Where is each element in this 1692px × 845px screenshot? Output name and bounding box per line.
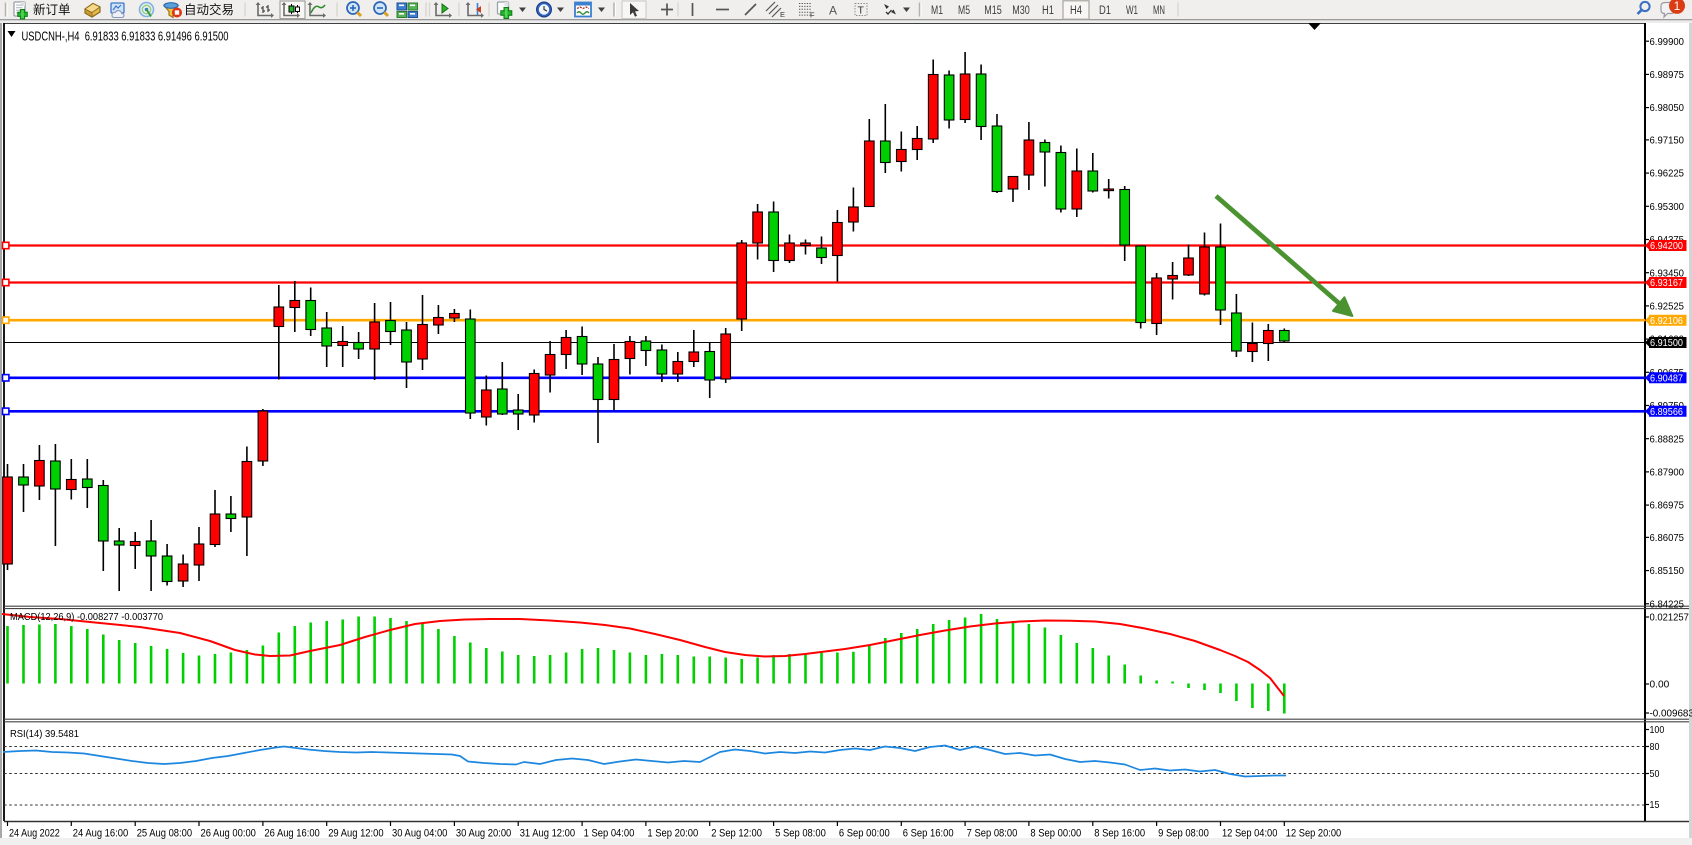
svg-text:MN: MN — [1153, 5, 1165, 17]
svg-text:26 Aug 00:00: 26 Aug 00:00 — [201, 828, 256, 840]
svg-text:D1: D1 — [1099, 5, 1111, 17]
svg-text:M30: M30 — [1012, 5, 1030, 17]
svg-text:100: 100 — [1650, 724, 1665, 736]
svg-text:2 Sep 12:00: 2 Sep 12:00 — [711, 828, 762, 840]
svg-text:H1: H1 — [1042, 5, 1054, 17]
svg-text:6.85150: 6.85150 — [1650, 565, 1685, 577]
svg-text:6.84225: 6.84225 — [1650, 598, 1685, 610]
svg-text:29 Aug 12:00: 29 Aug 12:00 — [328, 828, 383, 840]
svg-text:新订单: 新订单 — [33, 2, 71, 17]
svg-text:6.98975: 6.98975 — [1650, 69, 1685, 81]
svg-text:25 Aug 08:00: 25 Aug 08:00 — [137, 828, 192, 840]
svg-text:6.87900: 6.87900 — [1650, 466, 1685, 478]
svg-text:1: 1 — [1674, 1, 1680, 13]
svg-text:A: A — [829, 4, 837, 18]
svg-text:15: 15 — [1650, 799, 1660, 811]
svg-text:6.91500: 6.91500 — [1650, 337, 1683, 349]
svg-text:6.99900: 6.99900 — [1650, 36, 1685, 48]
svg-text:6.98050: 6.98050 — [1650, 102, 1685, 114]
svg-text:M1: M1 — [931, 5, 943, 17]
svg-text:0.021257: 0.021257 — [1650, 612, 1690, 624]
svg-text:12 Sep 20:00: 12 Sep 20:00 — [1286, 828, 1341, 840]
svg-text:E: E — [780, 10, 785, 19]
svg-text:26 Aug 16:00: 26 Aug 16:00 — [264, 828, 319, 840]
svg-text:6.92525: 6.92525 — [1650, 300, 1685, 312]
svg-text:H4: H4 — [1070, 5, 1082, 17]
svg-text:F: F — [810, 11, 815, 20]
svg-text:M5: M5 — [958, 5, 970, 17]
svg-text:8 Sep 16:00: 8 Sep 16:00 — [1094, 828, 1145, 840]
svg-text:0.00: 0.00 — [1650, 679, 1670, 691]
svg-text:24 Aug 2022: 24 Aug 2022 — [9, 828, 60, 840]
svg-text:8 Sep 00:00: 8 Sep 00:00 — [1030, 828, 1081, 840]
svg-text:30 Aug 04:00: 30 Aug 04:00 — [392, 828, 447, 840]
svg-text:W1: W1 — [1126, 5, 1138, 17]
svg-text:30 Aug 20:00: 30 Aug 20:00 — [456, 828, 511, 840]
svg-text:9 Sep 08:00: 9 Sep 08:00 — [1158, 828, 1209, 840]
svg-text:MACD(12,26,9) -0.008277 -0.003: MACD(12,26,9) -0.008277 -0.003770 — [10, 611, 163, 623]
svg-text:6.86975: 6.86975 — [1650, 500, 1685, 512]
svg-text:1 Sep 04:00: 1 Sep 04:00 — [584, 828, 635, 840]
svg-text:6.97150: 6.97150 — [1650, 134, 1685, 146]
svg-text:1 Sep 20:00: 1 Sep 20:00 — [647, 828, 698, 840]
svg-text:6.90487: 6.90487 — [1650, 372, 1683, 384]
svg-text:50: 50 — [1650, 768, 1660, 780]
svg-text:31 Aug 12:00: 31 Aug 12:00 — [520, 828, 575, 840]
svg-text:RSI(14) 39.5481: RSI(14) 39.5481 — [10, 728, 79, 740]
svg-text:12 Sep 04:00: 12 Sep 04:00 — [1222, 828, 1277, 840]
svg-text:6.89566: 6.89566 — [1650, 406, 1683, 418]
svg-text:T: T — [858, 5, 865, 17]
svg-text:6.93450: 6.93450 — [1650, 267, 1685, 279]
svg-text:6.92106: 6.92106 — [1650, 315, 1683, 327]
svg-text:6.93167: 6.93167 — [1650, 277, 1683, 289]
svg-text:7 Sep 08:00: 7 Sep 08:00 — [967, 828, 1018, 840]
svg-text:6.88825: 6.88825 — [1650, 433, 1685, 445]
svg-text:24 Aug 16:00: 24 Aug 16:00 — [73, 828, 128, 840]
svg-text:6.86075: 6.86075 — [1650, 532, 1685, 544]
svg-text:6.95300: 6.95300 — [1650, 201, 1685, 213]
svg-text:M15: M15 — [984, 5, 1002, 17]
svg-text:5 Sep 08:00: 5 Sep 08:00 — [775, 828, 826, 840]
svg-text:-0.009683: -0.009683 — [1650, 708, 1692, 720]
svg-text:自动交易: 自动交易 — [184, 2, 234, 17]
svg-text:6.96225: 6.96225 — [1650, 168, 1685, 180]
svg-text:80: 80 — [1650, 741, 1660, 753]
svg-text:USDCNH-,H4 6.91833 6.91833 6.: USDCNH-,H4 6.91833 6.91833 6.91496 6.915… — [22, 30, 229, 44]
svg-text:6.94200: 6.94200 — [1650, 240, 1683, 252]
svg-text:6 Sep 00:00: 6 Sep 00:00 — [839, 828, 890, 840]
svg-text:6 Sep 16:00: 6 Sep 16:00 — [903, 828, 954, 840]
